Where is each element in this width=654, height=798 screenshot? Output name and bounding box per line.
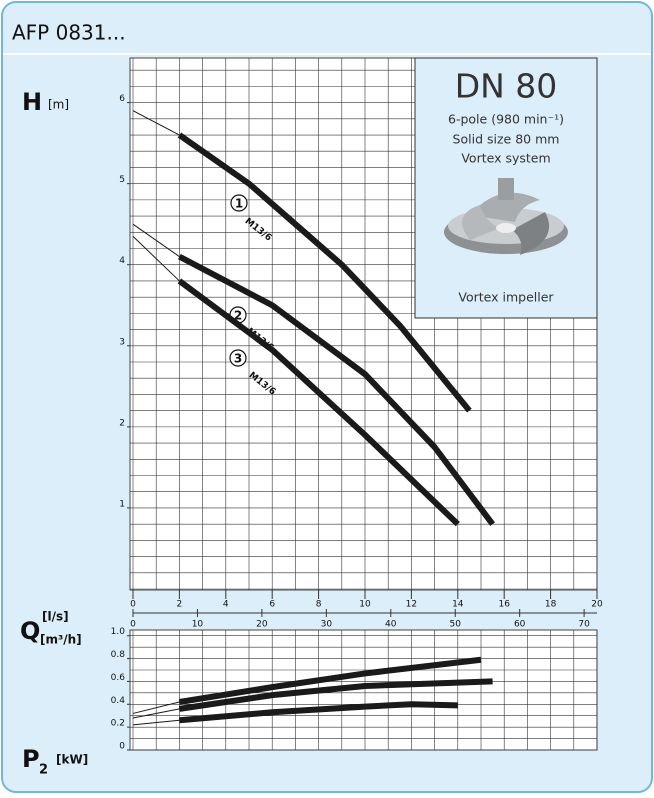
x-tick-label: 10 [359, 600, 371, 610]
inset-caption: Vortex impeller [458, 290, 554, 305]
x-tick-label: 4 [223, 600, 229, 610]
y-tick-label: 1.0 [111, 627, 126, 637]
x-tick-label: 16 [498, 600, 510, 610]
curve [179, 701, 458, 724]
x-tick-label: 2 [177, 600, 183, 610]
y-tick-label: 0.4 [111, 696, 126, 706]
extrapolated-curve [132, 719, 180, 726]
p-axis-subscript: 2 [39, 763, 48, 778]
extrapolated-curve [132, 701, 180, 714]
curve [178, 253, 495, 526]
inset-line: 6-pole (980 min⁻¹) [448, 112, 564, 127]
x2-tick-label: 0 [130, 620, 136, 630]
x2-axis-unit: [m³/h] [40, 633, 82, 647]
inset-line: Solid size 80 mm [453, 132, 560, 147]
p-axis-unit: [kW] [56, 753, 88, 767]
x-tick-label: 8 [316, 600, 322, 610]
inset-line: Vortex system [461, 151, 550, 166]
y-tick-label: 4 [119, 256, 125, 266]
curve [177, 278, 460, 527]
y-axis-label: H [22, 88, 42, 116]
x-tick-label: 20 [591, 600, 603, 610]
y-tick-label: 3 [119, 337, 125, 347]
x2-tick-label: 30 [321, 620, 333, 630]
x-tick-label: 0 [130, 600, 136, 610]
y-tick-label: 5 [119, 175, 125, 185]
x-tick-label: 18 [545, 600, 557, 610]
x-axis-unit: [l/s] [42, 610, 69, 624]
x-tick-label: 14 [452, 600, 464, 610]
curve [178, 678, 493, 712]
curve-number: 1 [235, 197, 243, 211]
curve-marker [230, 194, 248, 212]
x-tick-label: 12 [406, 600, 417, 610]
x2-tick-label: 60 [514, 620, 526, 630]
y-axis-unit: [m] [48, 98, 69, 112]
y-tick-label: 0.8 [111, 650, 126, 660]
y-tick-label: 0.2 [111, 719, 125, 729]
extrapolated-curve [132, 223, 180, 258]
curve-number: 3 [234, 352, 242, 366]
curve [178, 656, 482, 705]
inset: DN 80 6-pole (980 min⁻¹) Solid size 80 m… [414, 57, 598, 319]
inset-heading: DN 80 [455, 67, 558, 106]
y-tick-label: 0 [119, 742, 125, 752]
x-tick-label: 6 [269, 600, 275, 610]
x2-tick-label: 40 [385, 620, 397, 630]
p-axis-label: P [22, 745, 40, 773]
curve-marker [229, 349, 247, 367]
curve-number: 2 [234, 309, 242, 323]
y-tick-label: 0.6 [111, 673, 126, 683]
extrapolated-curve [132, 708, 180, 719]
extrapolated-curve [132, 235, 180, 282]
x2-tick-label: 10 [192, 620, 204, 630]
x-axis-label: Q [20, 617, 40, 645]
x2-tick-label: 20 [256, 620, 268, 630]
curve [177, 132, 472, 413]
title: AFP 0831... [12, 21, 126, 45]
y-tick-label: 6 [119, 94, 125, 104]
impeller-image [444, 178, 568, 255]
x2-tick-label: 70 [578, 620, 590, 630]
extrapolated-curve [132, 110, 180, 136]
power-plot [129, 629, 598, 751]
x2-tick-label: 50 [449, 620, 461, 630]
y-tick-label: 1 [119, 499, 125, 509]
y-tick-label: 2 [119, 418, 125, 428]
